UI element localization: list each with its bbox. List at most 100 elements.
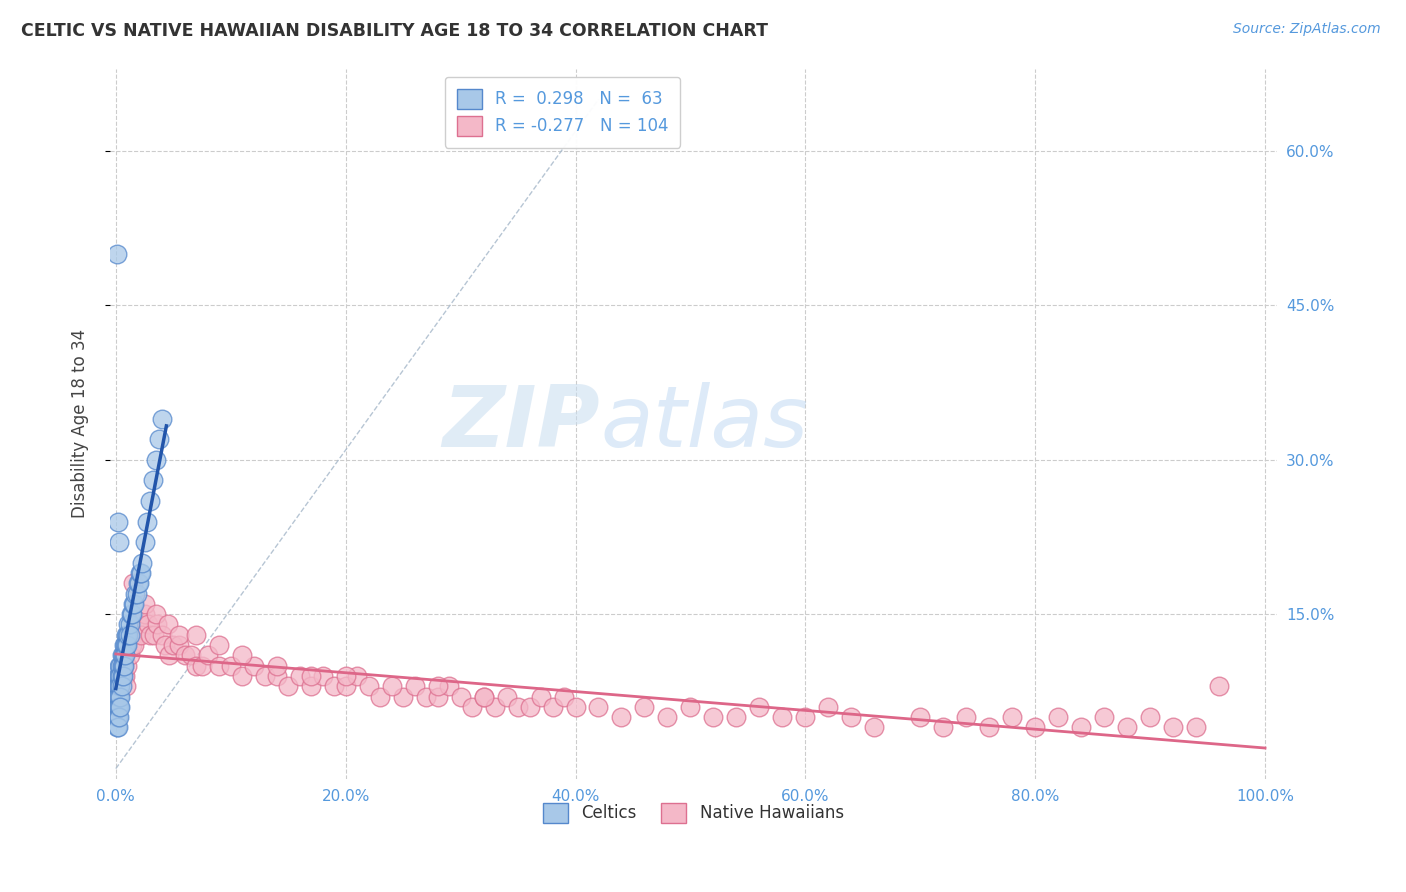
Point <box>110 669 132 683</box>
Point <box>1047 710 1070 724</box>
Point <box>134 607 156 622</box>
Point <box>105 721 128 735</box>
Point <box>105 679 128 693</box>
Point <box>110 658 132 673</box>
Point <box>519 699 541 714</box>
Point <box>107 669 129 683</box>
Point <box>506 699 529 714</box>
Point <box>770 710 793 724</box>
Point <box>108 658 131 673</box>
Point <box>794 710 817 724</box>
Point <box>115 638 138 652</box>
Point <box>725 710 748 724</box>
Point <box>107 515 129 529</box>
Point <box>553 690 575 704</box>
Point <box>530 690 553 704</box>
Point <box>115 679 138 693</box>
Point <box>117 638 139 652</box>
Point <box>461 699 484 714</box>
Point <box>105 699 128 714</box>
Point <box>128 617 150 632</box>
Point <box>122 638 145 652</box>
Point <box>111 658 134 673</box>
Point <box>127 576 149 591</box>
Point <box>117 628 139 642</box>
Point <box>107 690 129 704</box>
Point <box>299 669 322 683</box>
Point <box>180 648 202 663</box>
Point <box>128 576 150 591</box>
Text: ZIP: ZIP <box>443 382 600 466</box>
Point <box>112 648 135 663</box>
Point <box>139 628 162 642</box>
Point <box>242 658 264 673</box>
Point <box>114 669 136 683</box>
Point <box>610 710 633 724</box>
Point <box>148 432 170 446</box>
Point <box>108 679 131 693</box>
Point <box>450 690 472 704</box>
Point <box>231 648 253 663</box>
Point <box>107 710 129 724</box>
Point <box>111 669 134 683</box>
Point <box>564 699 586 714</box>
Point <box>150 628 173 642</box>
Point <box>335 669 357 683</box>
Point <box>155 638 177 652</box>
Point <box>437 679 460 693</box>
Point <box>108 710 131 724</box>
Point <box>112 658 135 673</box>
Point <box>167 638 190 652</box>
Point <box>135 515 157 529</box>
Legend: Celtics, Native Hawaiians: Celtics, Native Hawaiians <box>531 791 856 835</box>
Y-axis label: Disability Age 18 to 34: Disability Age 18 to 34 <box>72 329 89 518</box>
Point <box>111 669 134 683</box>
Point <box>117 628 139 642</box>
Text: Source: ZipAtlas.com: Source: ZipAtlas.com <box>1233 22 1381 37</box>
Point <box>191 658 214 673</box>
Point <box>105 699 128 714</box>
Point <box>112 658 135 673</box>
Point <box>115 628 138 642</box>
Point <box>107 699 129 714</box>
Point <box>910 710 932 724</box>
Point <box>107 679 129 693</box>
Point <box>108 690 131 704</box>
Point <box>108 535 131 549</box>
Point <box>208 658 231 673</box>
Point <box>346 669 368 683</box>
Point <box>1024 721 1046 735</box>
Point <box>108 679 131 693</box>
Point <box>150 411 173 425</box>
Point <box>124 586 146 600</box>
Point <box>702 710 724 724</box>
Text: atlas: atlas <box>600 382 808 466</box>
Point <box>863 721 886 735</box>
Point <box>142 628 165 642</box>
Point <box>110 679 132 693</box>
Point <box>121 638 143 652</box>
Point <box>1070 721 1092 735</box>
Point <box>955 710 977 724</box>
Point <box>120 607 142 622</box>
Point <box>122 597 145 611</box>
Point <box>111 648 134 663</box>
Point <box>146 617 169 632</box>
Point <box>105 690 128 704</box>
Point <box>335 679 357 693</box>
Point <box>1001 710 1024 724</box>
Point <box>472 690 495 704</box>
Point <box>219 658 242 673</box>
Point <box>122 576 145 591</box>
Point <box>105 247 128 261</box>
Point <box>173 648 195 663</box>
Point <box>122 628 145 642</box>
Point <box>426 679 449 693</box>
Point <box>588 699 610 714</box>
Point <box>110 658 132 673</box>
Point <box>142 474 165 488</box>
Point <box>288 669 311 683</box>
Point <box>484 699 506 714</box>
Point <box>323 679 346 693</box>
Point <box>1185 721 1208 735</box>
